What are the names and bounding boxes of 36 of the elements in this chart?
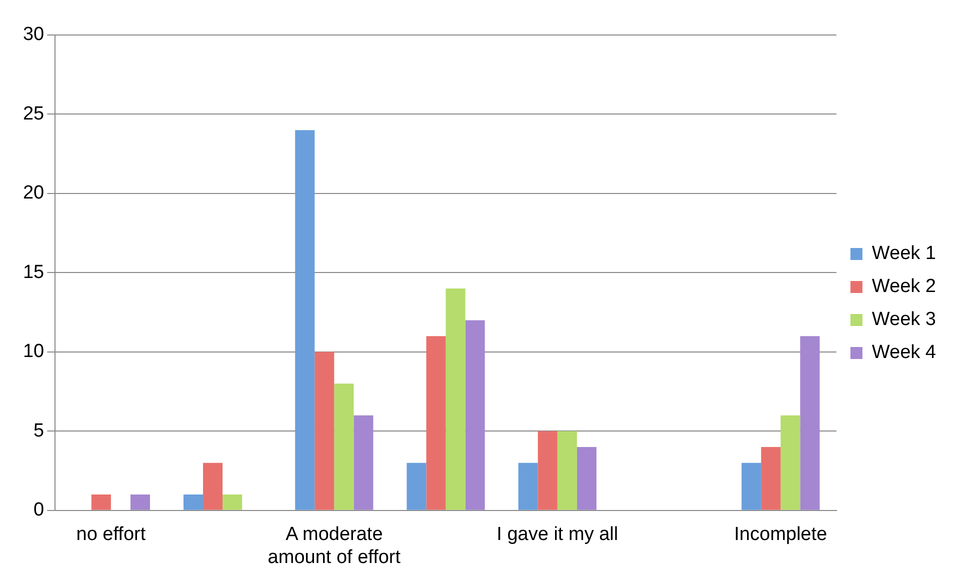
bar — [761, 447, 781, 510]
y-tick-label: 10 — [22, 341, 44, 362]
y-tick-label: 20 — [22, 182, 44, 204]
bar — [354, 415, 374, 510]
bar — [742, 462, 762, 510]
x-tick-label: A moderate amount of effort — [268, 524, 402, 568]
y-tick-label: 5 — [34, 420, 44, 442]
x-tick-label: no effort — [76, 524, 146, 546]
y-tick-label: 25 — [22, 103, 44, 124]
x-tick-label: I gave it my all — [496, 524, 618, 546]
bar — [557, 431, 577, 510]
bar — [800, 336, 820, 510]
bar — [130, 494, 150, 510]
bar — [222, 494, 242, 510]
legend-label: Week 1 — [872, 243, 936, 264]
legend-label: Week 2 — [872, 276, 936, 298]
bar — [295, 130, 315, 510]
bar — [576, 447, 596, 510]
y-tick-label: 15 — [22, 262, 44, 283]
bar — [538, 431, 558, 510]
y-tick-label: 0 — [34, 500, 44, 521]
bar — [334, 384, 354, 510]
bar — [314, 352, 334, 510]
bar — [203, 462, 223, 510]
y-tick-label: 30 — [22, 24, 44, 46]
bar — [465, 320, 485, 510]
bar — [518, 462, 538, 510]
legend-label: Week 3 — [872, 309, 936, 330]
bar — [183, 494, 204, 510]
bar — [91, 494, 111, 510]
legend-label: Week 4 — [872, 342, 936, 364]
bar — [406, 462, 426, 510]
x-tick-label: Incomplete — [734, 524, 828, 546]
bar — [426, 336, 446, 510]
bar — [446, 288, 466, 510]
bar — [780, 415, 800, 510]
